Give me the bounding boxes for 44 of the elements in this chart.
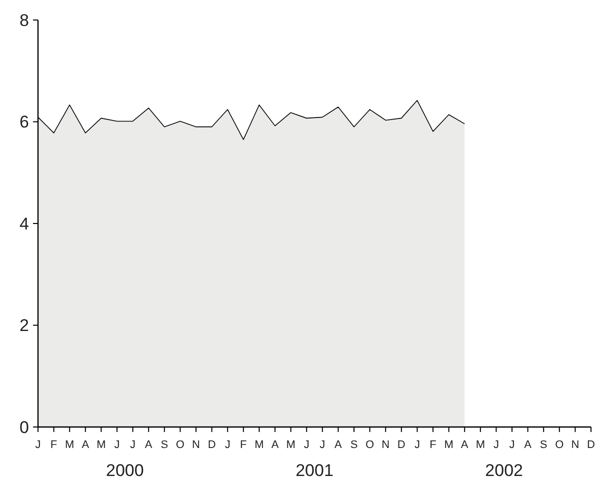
x-tick-label: J [224, 439, 230, 451]
x-tick-label: J [509, 439, 515, 451]
x-tick-label: S [160, 439, 168, 451]
y-tick-label: 6 [20, 112, 29, 132]
x-tick-label: J [493, 439, 499, 451]
x-tick-label: J [414, 439, 420, 451]
x-tick-label: N [192, 439, 200, 451]
x-tick-label: J [304, 439, 310, 451]
x-tick-label: N [382, 439, 390, 451]
x-tick-label: A [82, 439, 90, 451]
x-tick-label: A [460, 439, 469, 451]
x-tick-label: J [114, 439, 120, 451]
y-tick-label: 8 [20, 10, 29, 30]
text: 2002 [485, 461, 524, 479]
x-tick-label: D [397, 439, 406, 451]
x-tick-label: M [286, 439, 296, 451]
x-tick-label: N [571, 439, 580, 451]
x-tick-label: F [50, 439, 58, 451]
x-tick-label: M [476, 439, 485, 451]
x-tick-label: M [96, 439, 106, 451]
x-tick-label: A [271, 439, 280, 451]
x-tick-label: A [144, 439, 153, 451]
x-tick-label: F [240, 439, 248, 451]
y-tick-label: 0 [20, 418, 29, 437]
y-tick-label: 4 [20, 214, 29, 234]
x-tick-label: A [524, 439, 532, 451]
text: 2001 [296, 461, 334, 479]
x-tick-label: S [540, 439, 548, 451]
x-tick-label: M [65, 439, 74, 451]
x-tick-label: J [320, 439, 326, 451]
x-tick-label: D [587, 439, 595, 451]
x-tick-label: O [555, 439, 564, 451]
x-tick-label: J [130, 439, 136, 451]
x-tick-label: A [334, 439, 343, 451]
x-tick-label: F [430, 439, 437, 451]
text: 2000 [106, 461, 144, 479]
x-tick-label: D [208, 439, 216, 451]
x-tick-label: J [35, 439, 41, 451]
x-tick-label: M [444, 439, 454, 451]
x-tick-label: M [254, 439, 264, 451]
x-tick-label: S [350, 439, 358, 451]
x-tick-label: O [176, 439, 185, 451]
y-tick-label: 2 [20, 316, 29, 336]
x-tick-label: O [366, 439, 375, 451]
